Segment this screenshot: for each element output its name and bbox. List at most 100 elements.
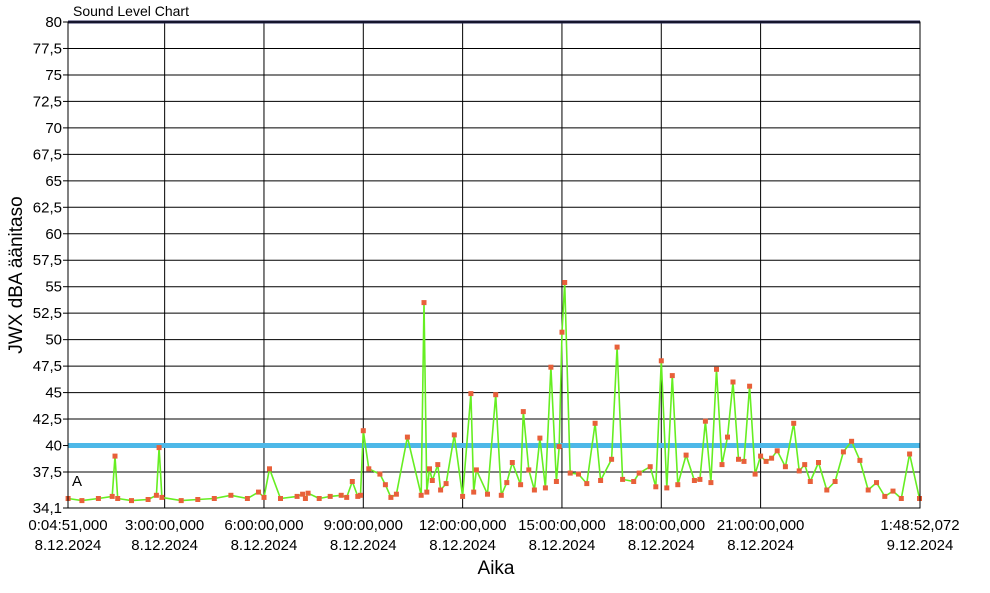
data-point <box>791 420 797 426</box>
data-point <box>537 435 543 441</box>
data-point <box>824 487 830 493</box>
y-tick-label: 40 <box>45 438 62 455</box>
data-point <box>658 358 664 364</box>
data-point <box>647 464 653 470</box>
data-point <box>498 492 504 498</box>
y-tick-label: 45 <box>45 385 62 402</box>
data-point <box>211 496 217 501</box>
data-point <box>485 491 490 497</box>
data-point <box>556 444 562 450</box>
data-point <box>683 452 689 458</box>
x-tick-label: 18:00:00,000 <box>617 517 705 534</box>
data-point <box>261 494 267 500</box>
data-point <box>907 451 913 457</box>
grid-layer <box>63 21 921 509</box>
data-point <box>559 329 565 335</box>
data-point <box>129 498 134 504</box>
data-point <box>636 470 642 476</box>
data-point <box>714 366 719 372</box>
x-axis-label: Aika <box>478 558 515 579</box>
data-point <box>473 467 479 473</box>
data-point <box>548 364 554 370</box>
data-point <box>79 498 85 504</box>
data-point <box>747 383 753 389</box>
x-tick-date-label: 8.12.2024 <box>429 537 496 554</box>
data-point <box>344 494 350 500</box>
data-point <box>178 498 184 504</box>
data-point <box>562 280 568 285</box>
annotation-label: A <box>72 473 82 490</box>
data-point <box>429 478 435 483</box>
data-point <box>675 482 681 488</box>
data-point <box>807 479 813 484</box>
x-tick-date-label: 9.12.2024 <box>887 537 954 554</box>
data-point <box>758 453 764 459</box>
data-point <box>849 438 855 444</box>
series-layer <box>65 280 922 504</box>
y-tick-label: 80 <box>45 14 62 31</box>
y-tick-label: 47,5 <box>33 358 62 375</box>
data-point <box>493 392 499 398</box>
data-point <box>620 476 626 482</box>
data-point <box>890 488 896 494</box>
data-point <box>382 482 388 488</box>
x-tick-date-label: 8.12.2024 <box>529 537 596 554</box>
data-point <box>542 485 548 491</box>
data-point <box>774 448 780 454</box>
data-point <box>115 496 121 501</box>
x-tick-label: 21:00:00,000 <box>717 517 805 534</box>
data-point <box>300 491 306 497</box>
data-point <box>796 468 802 474</box>
y-tick-label: 70 <box>45 120 62 137</box>
chart-title: Sound Level Chart <box>73 3 189 19</box>
x-tick-label: 1:48:52,072 <box>880 517 959 534</box>
data-point <box>355 493 361 499</box>
data-point <box>691 478 697 483</box>
data-point <box>567 470 573 476</box>
x-tick-date-label: 8.12.2024 <box>330 537 397 554</box>
data-point <box>358 492 363 498</box>
data-point <box>697 476 703 482</box>
data-point <box>598 478 604 483</box>
y-tick-label: 67,5 <box>33 146 62 163</box>
y-tick-label: 75 <box>45 67 62 84</box>
data-point <box>553 479 559 484</box>
data-point <box>460 493 466 499</box>
y-tick-label: 60 <box>45 226 62 243</box>
data-point <box>702 418 708 424</box>
data-point <box>857 457 863 463</box>
data-point <box>451 432 457 438</box>
data-point <box>302 496 308 501</box>
x-tick-label: 6:00:00,000 <box>224 517 303 534</box>
data-point <box>112 453 118 459</box>
data-point <box>267 466 272 472</box>
data-point <box>438 487 444 493</box>
y-tick-label: 52,5 <box>33 305 62 322</box>
data-point <box>725 434 730 440</box>
series-line <box>67 281 921 502</box>
data-point <box>377 471 383 477</box>
data-point <box>816 460 821 465</box>
x-tick-date-label: 8.12.2024 <box>628 537 695 554</box>
data-point <box>592 420 598 426</box>
data-point <box>360 428 366 434</box>
x-tick-date-label: 8.12.2024 <box>727 537 794 554</box>
data-point <box>782 464 788 470</box>
y-tick-label: 50 <box>45 332 62 349</box>
data-point <box>278 496 283 501</box>
data-point <box>228 492 234 498</box>
data-point <box>421 300 427 306</box>
data-point <box>244 496 250 501</box>
data-point <box>840 449 846 455</box>
data-point <box>305 490 311 496</box>
data-point <box>393 491 399 497</box>
data-point <box>338 492 344 498</box>
y-tick-label: 34,1 <box>33 500 62 517</box>
data-point <box>708 480 714 486</box>
data-point <box>159 494 165 500</box>
data-point <box>156 445 162 451</box>
frame-layer <box>67 20 921 509</box>
data-point <box>653 484 659 490</box>
plot-frame <box>67 21 921 509</box>
